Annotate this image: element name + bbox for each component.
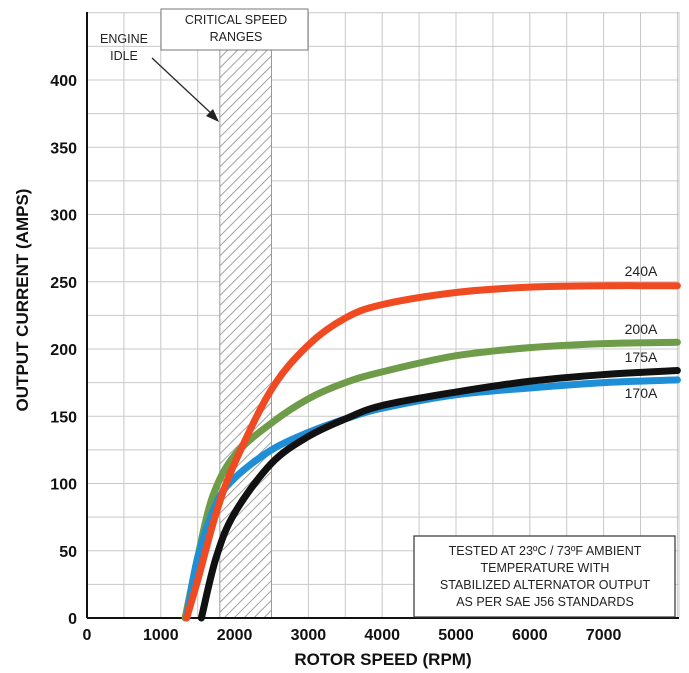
test-note-line-1: TESTED AT 23ºC / 73ºF AMBIENT bbox=[449, 544, 642, 558]
y-tick-label: 150 bbox=[50, 409, 77, 426]
series-label-240a: 240A bbox=[625, 263, 658, 279]
engine-idle-line2: IDLE bbox=[110, 49, 138, 63]
engine-idle-arrow bbox=[151, 57, 215, 117]
x-tick-label: 3000 bbox=[291, 627, 327, 644]
series-line-175a bbox=[197, 367, 681, 622]
engine-idle-annotation: ENGINE IDLE bbox=[100, 32, 219, 122]
x-tick-label: 4000 bbox=[364, 627, 400, 644]
critical-speed-line2: RANGES bbox=[210, 30, 263, 44]
series-label-170a: 170A bbox=[625, 385, 658, 401]
x-tick-label: 6000 bbox=[512, 627, 548, 644]
series-labels: 240A 200A 175A 170A bbox=[625, 263, 658, 401]
engine-idle-line1: ENGINE bbox=[100, 32, 148, 46]
test-conditions-note: TESTED AT 23ºC / 73ºF AMBIENT TEMPERATUR… bbox=[413, 535, 676, 618]
y-tick-label: 350 bbox=[50, 140, 77, 157]
x-tick-label: 2000 bbox=[217, 627, 253, 644]
y-tick-label: 200 bbox=[50, 342, 77, 359]
y-tick-label: 0 bbox=[68, 611, 77, 628]
series-line-240a bbox=[183, 282, 681, 622]
y-tick-label: 400 bbox=[50, 73, 77, 90]
y-tick-label: 300 bbox=[50, 208, 77, 225]
y-tick-label: 50 bbox=[59, 544, 77, 561]
critical-speed-line1: CRITICAL SPEED bbox=[185, 13, 287, 27]
series-label-200a: 200A bbox=[625, 321, 658, 337]
x-tick-label: 1000 bbox=[143, 627, 179, 644]
grid-lines bbox=[87, 12, 680, 618]
x-tick-label: 7000 bbox=[586, 627, 622, 644]
test-note-line-2: TEMPERATURE WITH bbox=[481, 561, 610, 575]
series-lines bbox=[181, 282, 681, 622]
engine-idle-arrowhead bbox=[206, 109, 219, 122]
critical-speed-label: CRITICAL SPEED RANGES bbox=[160, 8, 309, 51]
y-tick-labels: 0 50 100 150 200 250 300 350 400 bbox=[50, 73, 77, 628]
y-tick-label: 100 bbox=[50, 477, 77, 494]
y-axis-title: OUTPUT CURRENT (AMPS) bbox=[13, 189, 32, 412]
x-tick-label: 5000 bbox=[438, 627, 474, 644]
x-tick-labels: 0 1000 2000 3000 4000 5000 6000 7000 bbox=[83, 627, 622, 644]
series-label-175a: 175A bbox=[625, 349, 658, 365]
test-note-line-3: STABILIZED ALTERNATOR OUTPUT bbox=[440, 578, 651, 592]
x-axis-title: ROTOR SPEED (RPM) bbox=[294, 650, 471, 669]
series-line-200a bbox=[181, 338, 681, 622]
y-tick-label: 250 bbox=[50, 275, 77, 292]
test-note-line-4: AS PER SAE J56 STANDARDS bbox=[456, 595, 634, 609]
x-tick-label: 0 bbox=[83, 627, 92, 644]
